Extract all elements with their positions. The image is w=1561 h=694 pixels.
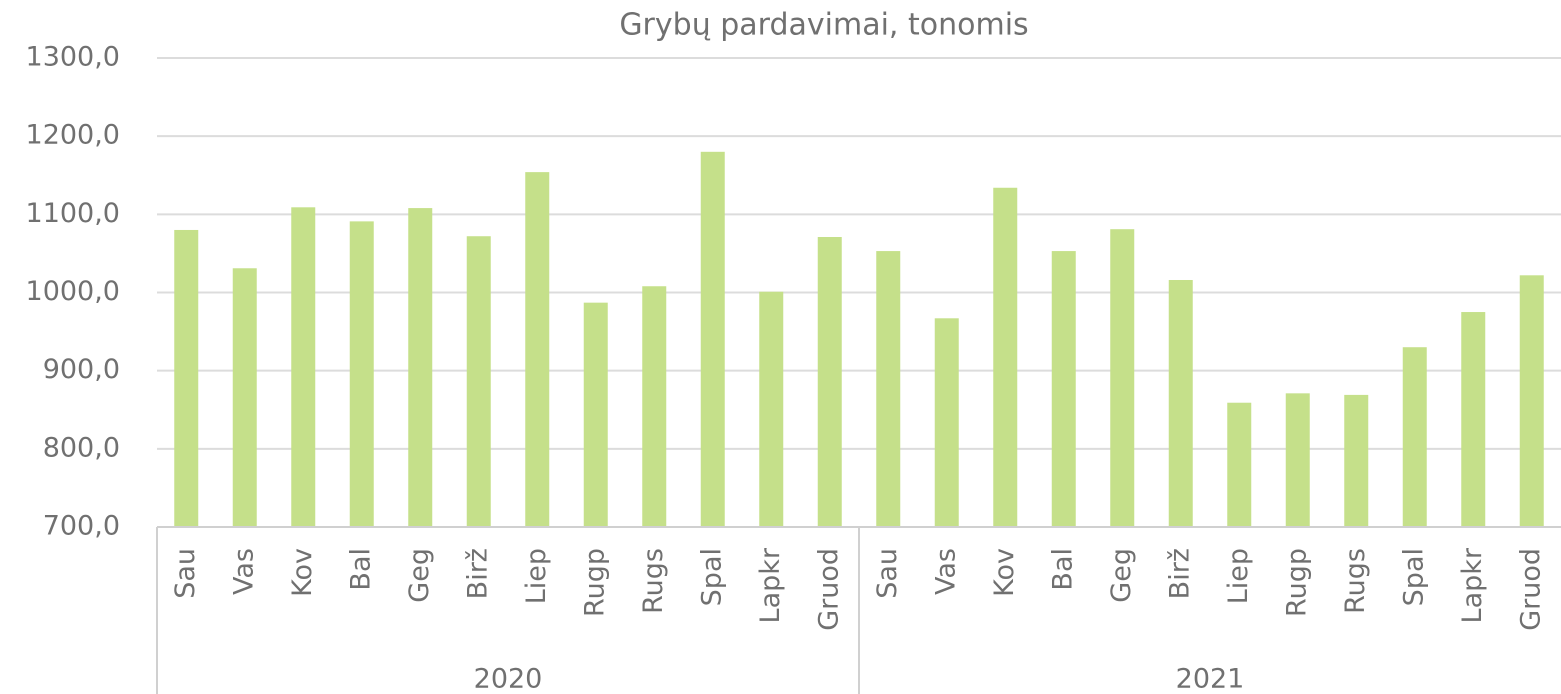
x-tick-label: Gruod	[813, 548, 844, 631]
bar	[1110, 229, 1135, 527]
bar	[174, 229, 199, 527]
bar	[1344, 394, 1369, 527]
x-tick-label: Lapkr	[1457, 547, 1488, 623]
chart-title: Grybų pardavimai, tonomis	[619, 8, 1028, 43]
bar	[1051, 251, 1076, 528]
bar	[876, 251, 901, 528]
x-tick-label: Bal	[345, 548, 376, 591]
x-tick-label: Bal	[1047, 548, 1078, 591]
bar	[232, 268, 257, 527]
x-tick-label: Rugp	[579, 548, 610, 617]
y-tick-label: 900,0	[43, 354, 120, 385]
bar	[700, 151, 725, 528]
x-tick-label: Spal	[696, 548, 727, 606]
y-tick-label: 1100,0	[26, 198, 120, 229]
bar	[1461, 312, 1486, 527]
x-tick-label: Spal	[1398, 548, 1429, 606]
y-tick-label: 700,0	[43, 511, 120, 542]
bar	[759, 291, 784, 527]
x-tick-label: Vas	[930, 548, 961, 595]
bar	[1285, 393, 1310, 527]
bar	[525, 172, 550, 527]
x-tick-label: Gruod	[1515, 548, 1546, 631]
y-tick-label: 1000,0	[26, 276, 120, 307]
bar	[291, 207, 316, 527]
bar	[408, 208, 433, 527]
bar	[934, 318, 959, 527]
bar	[817, 237, 842, 528]
bar	[1227, 402, 1252, 527]
x-tick-label: Kov	[287, 548, 318, 597]
bar	[993, 187, 1018, 528]
x-tick-label: Birž	[1164, 548, 1195, 599]
y-tick-label: 1200,0	[26, 120, 120, 151]
x-tick-label: Vas	[228, 548, 259, 595]
x-tick-label: Rugs	[1340, 548, 1371, 614]
x-tick-label: Birž	[462, 548, 493, 599]
y-tick-label: 800,0	[43, 432, 120, 463]
x-tick-label: Liep	[1223, 548, 1254, 604]
x-tick-label: Rugp	[1281, 548, 1312, 617]
bar	[1519, 275, 1544, 527]
x-tick-label: Geg	[404, 548, 435, 603]
x-tick-label: Sau	[170, 548, 201, 599]
group-label: 2020	[474, 664, 543, 694]
bar	[642, 286, 667, 527]
x-tick-label: Lapkr	[755, 547, 786, 623]
y-tick-label: 1300,0	[26, 42, 120, 73]
bar	[349, 221, 374, 527]
x-tick-label: Liep	[521, 548, 552, 604]
bar	[583, 302, 608, 527]
bar	[466, 236, 491, 527]
x-tick-label: Sau	[872, 548, 903, 599]
group-label: 2021	[1176, 664, 1245, 694]
x-tick-label: Kov	[989, 548, 1020, 597]
x-tick-label: Geg	[1106, 548, 1137, 603]
x-tick-label: Rugs	[638, 548, 669, 614]
bar	[1402, 347, 1427, 527]
bar	[1168, 279, 1193, 527]
